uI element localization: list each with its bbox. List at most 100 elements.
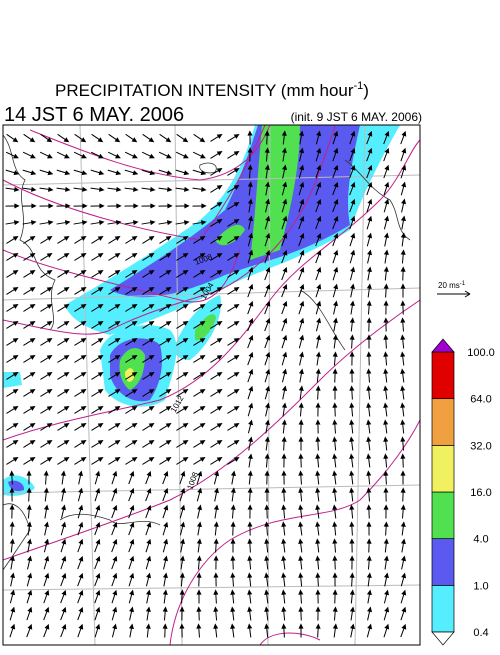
wind-arrow	[281, 453, 287, 468]
wind-arrow	[349, 147, 356, 162]
wind-arrow	[332, 487, 338, 502]
wind-arrow	[77, 589, 84, 604]
wind-arrow	[315, 334, 321, 349]
wind-arrow	[227, 219, 240, 227]
wind-arrow	[213, 572, 219, 587]
wind-arrow	[91, 133, 104, 143]
wind-arrow	[298, 130, 304, 145]
wind-arrow	[6, 253, 19, 261]
wind-arrow	[383, 504, 389, 519]
wind-arrow	[227, 134, 240, 142]
wind-arrow	[227, 423, 240, 431]
wind-arrow	[298, 504, 304, 519]
wind-arrow	[298, 419, 304, 434]
wind-arrow	[43, 504, 49, 519]
wind-arrow	[91, 304, 104, 312]
wind-arrow	[332, 402, 338, 417]
wind-arrow	[179, 487, 186, 502]
wind-arrow	[6, 355, 19, 363]
wind-arrow	[247, 538, 253, 553]
wind-arrow	[281, 555, 287, 570]
wind-arrow	[400, 181, 407, 196]
wind-arrow	[366, 215, 373, 230]
wind-arrow	[125, 440, 138, 448]
wind-arrow	[192, 169, 207, 176]
wind-arrow	[247, 232, 254, 247]
wind-arrow	[57, 321, 70, 329]
wind-arrow	[281, 470, 287, 485]
wind-arrow	[43, 606, 50, 621]
wind-arrow	[56, 203, 71, 209]
wind-arrow	[315, 215, 322, 230]
wind-arrow	[74, 270, 87, 278]
wind-arrow	[125, 457, 138, 465]
wind-arrow	[247, 164, 253, 179]
wind-vectors	[5, 130, 407, 638]
wind-arrow	[159, 304, 172, 312]
wind-arrow	[298, 487, 304, 502]
wind-arrow	[227, 185, 240, 193]
wind-arrow	[57, 236, 70, 244]
wind-scale-label: 20 ms-1	[438, 281, 466, 290]
wind-arrow	[298, 572, 304, 587]
wind-arrow	[107, 203, 122, 209]
wind-arrow	[23, 355, 36, 363]
wind-arrow	[176, 372, 189, 380]
wind-arrow	[74, 389, 87, 397]
wind-arrow	[40, 423, 53, 431]
wind-arrow	[383, 402, 389, 417]
wind-arrow	[162, 521, 169, 536]
wind-arrow	[366, 368, 372, 383]
isobars	[3, 125, 420, 645]
wind-arrow	[111, 521, 118, 536]
wind-arrow	[125, 321, 138, 329]
wind-arrow	[56, 169, 71, 176]
wind-arrow	[73, 186, 88, 192]
valid-time: 14 JST 6 MAY. 2006	[4, 104, 184, 126]
wind-arrow	[6, 406, 19, 414]
wind-arrow	[281, 589, 287, 604]
wind-arrow	[179, 572, 185, 587]
wind-arrow	[247, 521, 253, 536]
wind-arrow	[227, 304, 240, 312]
wind-arrow	[94, 623, 101, 638]
wind-arrow	[230, 504, 236, 519]
wind-arrow	[43, 538, 50, 553]
wind-arrow	[315, 351, 321, 366]
colorbar-label: 0.4	[473, 627, 488, 639]
wind-arrow	[78, 470, 83, 485]
wind-arrow	[315, 402, 321, 417]
wind-arrow	[383, 283, 389, 298]
wind-arrow	[176, 440, 189, 448]
wind-arrow	[281, 300, 288, 315]
wind-arrow	[77, 521, 84, 536]
wind-arrow	[383, 249, 389, 264]
wind-arrow	[158, 186, 173, 192]
wind-arrow	[332, 606, 338, 621]
wind-arrow	[77, 606, 84, 621]
wind-arrow	[213, 521, 219, 536]
wind-arrow	[141, 169, 156, 176]
wind-arrow	[159, 253, 172, 261]
wind-arrow	[73, 220, 88, 226]
wind-arrow	[125, 133, 138, 143]
wind-arrow	[400, 538, 406, 553]
wind-arrow	[162, 470, 169, 485]
wind-arrow	[107, 169, 122, 176]
wind-arrow	[332, 504, 338, 519]
wind-arrow	[247, 198, 253, 213]
wind-arrow	[315, 232, 322, 247]
wind-arrow	[315, 606, 321, 621]
wind-arrow	[227, 372, 240, 380]
wind-arrow	[125, 389, 138, 397]
wind-arrow	[176, 304, 189, 312]
wind-arrow	[210, 440, 223, 448]
wind-arrow	[74, 406, 87, 414]
wind-arrow	[281, 351, 288, 366]
wind-arrow	[44, 521, 49, 536]
wind-arrow	[193, 321, 206, 329]
wind-arrow	[74, 321, 87, 329]
wind-arrow	[383, 606, 390, 621]
wind-arrow	[39, 169, 54, 176]
wind-arrow	[145, 589, 151, 604]
